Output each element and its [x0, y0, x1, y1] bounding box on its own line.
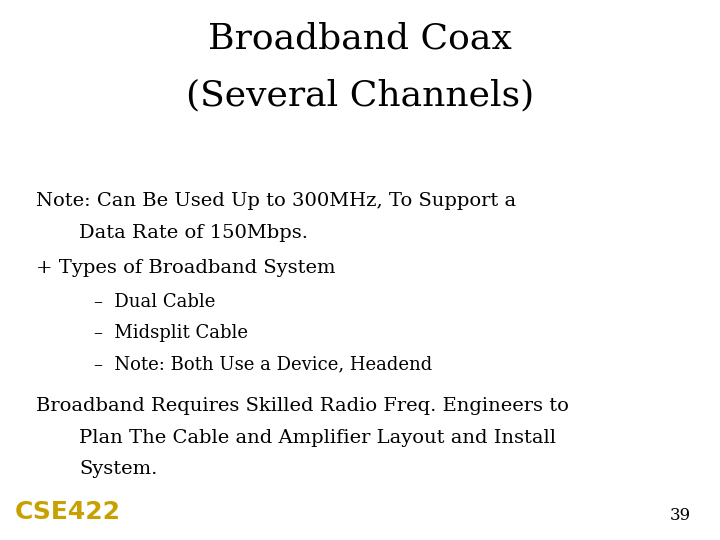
Text: Broadband Coax: Broadband Coax [208, 22, 512, 56]
Text: + Types of Broadband System: + Types of Broadband System [36, 259, 336, 277]
Text: Note: Can Be Used Up to 300MHz, To Support a: Note: Can Be Used Up to 300MHz, To Suppo… [36, 192, 516, 210]
Text: 39: 39 [670, 507, 691, 524]
Text: Broadband Requires Skilled Radio Freq. Engineers to: Broadband Requires Skilled Radio Freq. E… [36, 397, 569, 415]
Text: Plan The Cable and Amplifier Layout and Install: Plan The Cable and Amplifier Layout and … [79, 429, 557, 447]
Text: –  Note: Both Use a Device, Headend: – Note: Both Use a Device, Headend [94, 355, 432, 373]
Text: System.: System. [79, 460, 158, 478]
Text: (Several Channels): (Several Channels) [186, 78, 534, 112]
Text: –  Midsplit Cable: – Midsplit Cable [94, 324, 248, 342]
Text: –  Dual Cable: – Dual Cable [94, 293, 215, 310]
Text: CSE422: CSE422 [14, 500, 120, 524]
Text: Data Rate of 150Mbps.: Data Rate of 150Mbps. [79, 224, 308, 242]
